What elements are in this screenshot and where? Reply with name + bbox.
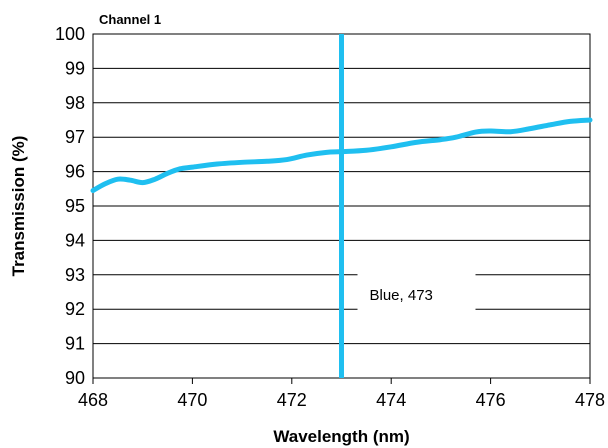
y-tick-label-92: 92 — [65, 299, 85, 319]
y-tick-label-95: 95 — [65, 196, 85, 216]
title-background — [95, 0, 179, 30]
chart-title: Channel 1 — [99, 12, 161, 27]
y-axis-title: Transmission (%) — [9, 136, 28, 277]
y-tick-label-96: 96 — [65, 162, 85, 182]
series-line-transmission — [90, 117, 593, 194]
y-tick-label-98: 98 — [65, 93, 85, 113]
x-tick-label-472: 472 — [277, 390, 307, 410]
x-axis: 468 470 472 474 476 478 — [78, 378, 605, 410]
x-tick-label-470: 470 — [177, 390, 207, 410]
x-tick-label-478: 478 — [575, 390, 605, 410]
y-tick-label-99: 99 — [65, 58, 85, 78]
y-axis: 90 91 92 93 94 95 96 97 98 99 100 — [55, 24, 85, 388]
x-tick-label-474: 474 — [376, 390, 406, 410]
y-tick-label-94: 94 — [65, 230, 85, 250]
x-tick-label-468: 468 — [78, 390, 108, 410]
y-tick-label-93: 93 — [65, 265, 85, 285]
annotation-box — [357, 272, 476, 320]
y-tick-label-97: 97 — [65, 127, 85, 147]
y-tick-label-100: 100 — [55, 24, 85, 44]
annotation-label: Blue, 473 — [370, 287, 433, 304]
x-axis-title: Wavelength (nm) — [273, 427, 409, 446]
y-tick-label-90: 90 — [65, 368, 85, 388]
x-tick-label-476: 476 — [476, 390, 506, 410]
y-tick-label-91: 91 — [65, 334, 85, 354]
